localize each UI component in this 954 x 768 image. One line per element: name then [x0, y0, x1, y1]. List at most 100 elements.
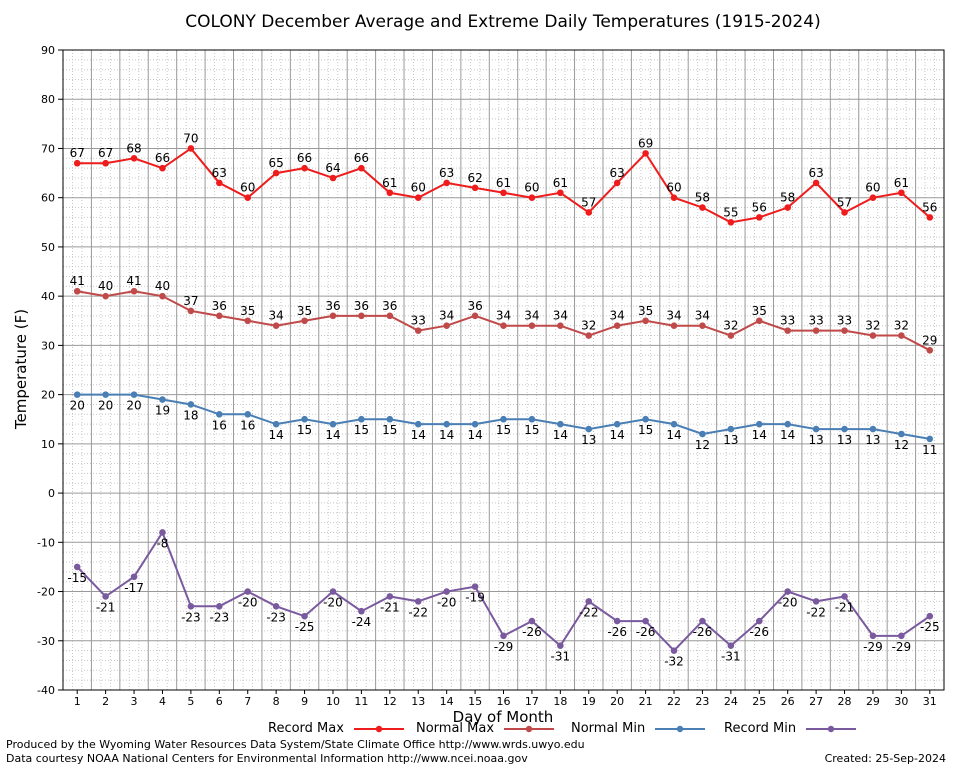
data-label-record-max: 58 [695, 191, 710, 205]
x-tick-label: 26 [781, 695, 795, 708]
data-point-record-min [159, 529, 166, 536]
x-tick-label: 27 [809, 695, 823, 708]
data-label-normal-min: 15 [354, 423, 369, 437]
y-tick-label: 70 [41, 142, 55, 155]
data-label-record-min: -21 [380, 600, 400, 614]
data-label-record-max: 58 [780, 191, 795, 205]
data-label-record-min: -20 [323, 596, 343, 610]
data-label-normal-min: 16 [212, 418, 227, 432]
x-tick-label: 31 [923, 695, 937, 708]
data-point-record-max [358, 164, 365, 172]
data-point-normal-min [699, 430, 706, 438]
data-point-normal-min [727, 425, 735, 433]
data-point-normal-min [812, 425, 820, 433]
data-point-normal-max [73, 287, 81, 295]
data-point-normal-max [244, 317, 252, 325]
data-point-record-min [755, 617, 763, 625]
data-label-record-max: 66 [155, 151, 170, 165]
data-point-record-max [471, 184, 479, 192]
data-label-normal-min: 14 [666, 428, 681, 442]
data-label-record-max: 57 [581, 195, 596, 209]
data-point-record-min [699, 617, 706, 625]
legend-item-normal-min: Normal Min [571, 721, 707, 736]
data-point-record-min [102, 593, 109, 600]
data-label-record-max: 61 [553, 176, 568, 190]
data-point-normal-min [358, 415, 365, 423]
series-normal-min: 20 20 20 19 18 16 16 14 15 14 15 15 14 14 14 15 15 14 13 14… [70, 391, 937, 457]
data-point-normal-max [443, 322, 450, 329]
data-point-record-min [642, 617, 649, 625]
data-label-normal-max: 34 [496, 309, 511, 323]
data-point-record-min [386, 593, 394, 600]
data-label-normal-max: 36 [325, 299, 340, 313]
data-point-normal-min [329, 420, 337, 428]
data-label-record-min: -22 [408, 605, 428, 619]
data-label-normal-max: 29 [922, 333, 937, 347]
x-tick-label: 5 [187, 695, 194, 708]
series-normal-max: 41 40 41 40 37 36 35 34 35 36 36 36 33 34 36 34 34 34 32 34… [70, 274, 937, 354]
data-point-normal-max [358, 312, 365, 320]
data-point-record-min [329, 588, 337, 595]
x-tick-label: 30 [894, 695, 908, 708]
data-label-record-min: -21 [835, 600, 855, 614]
data-point-normal-min [500, 415, 507, 423]
data-point-record-min [613, 617, 621, 625]
x-tick-label: 4 [159, 695, 166, 708]
legend-label: Normal Min [571, 721, 646, 736]
y-tick-label: 20 [41, 389, 55, 402]
series-lines: 67 67 68 66 70 63 60 65 66 64 66 61 60 63 62 61 60 61 57 63… [67, 131, 939, 668]
series-record-max: 67 67 68 66 70 63 60 65 66 64 66 61 60 63 62 61 60 61 57 63… [70, 131, 937, 226]
data-point-record-max [216, 179, 223, 187]
data-label-record-min: -23 [181, 610, 201, 624]
data-label-normal-max: 34 [524, 309, 539, 323]
data-label-normal-min: 14 [467, 428, 482, 442]
data-label-record-min: -29 [863, 640, 883, 654]
data-point-normal-max [102, 292, 109, 300]
data-label-normal-min: 14 [553, 428, 568, 442]
x-tick-label: 6 [216, 695, 223, 708]
data-label-record-max: 61 [496, 176, 511, 190]
data-point-normal-min [216, 411, 223, 418]
data-point-record-max [699, 204, 706, 211]
x-axis-label: Day of Month [453, 708, 554, 726]
data-label-record-min: -29 [892, 640, 912, 654]
data-label-normal-min: 15 [382, 423, 397, 437]
data-point-record-max [102, 159, 109, 167]
legend-label: Record Min [724, 721, 797, 736]
data-label-normal-min: 20 [98, 399, 113, 413]
data-label-record-min: -32 [664, 655, 684, 669]
data-label-record-max: 61 [382, 176, 397, 190]
data-label-record-min: -15 [67, 571, 87, 585]
footer-credit-line-2: Data courtesy NOAA National Centers for … [6, 752, 528, 765]
data-point-normal-max [216, 312, 223, 320]
x-tick-label: 28 [838, 695, 852, 708]
legend-swatch-normal-max [504, 725, 555, 732]
data-point-record-max [727, 219, 735, 226]
data-label-record-max: 63 [212, 166, 227, 180]
data-label-record-min: -23 [266, 610, 286, 624]
data-label-record-min: -23 [210, 610, 230, 624]
y-tick-label: 10 [41, 438, 55, 451]
data-point-normal-max [613, 322, 621, 329]
y-tick-label: -40 [37, 684, 55, 697]
data-point-normal-min [159, 396, 166, 403]
data-label-normal-max: 36 [382, 299, 397, 313]
data-point-record-max [73, 159, 81, 167]
data-label-record-max: 63 [808, 166, 823, 180]
data-point-normal-min [73, 391, 81, 398]
data-point-normal-max [187, 307, 195, 315]
legend-label: Record Max [268, 721, 344, 736]
data-point-normal-max [130, 287, 138, 295]
data-point-record-max [443, 179, 450, 187]
data-label-normal-max: 32 [581, 319, 596, 333]
data-label-record-max: 62 [467, 171, 482, 185]
data-point-record-max [670, 194, 678, 201]
x-tick-label: 20 [610, 695, 624, 708]
data-label-normal-min: 14 [610, 428, 625, 442]
data-label-record-max: 61 [894, 176, 909, 190]
data-point-record-min [500, 632, 507, 640]
data-point-normal-min [244, 411, 252, 418]
data-label-normal-max: 33 [411, 314, 426, 328]
